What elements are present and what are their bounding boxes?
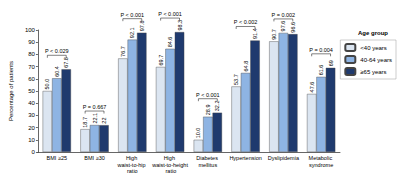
svg-text:92.1: 92.1 xyxy=(129,27,135,38)
svg-text:76.7: 76.7 xyxy=(120,46,126,57)
svg-text:mellitus: mellitus xyxy=(199,162,218,168)
svg-text:40-64 years: 40-64 years xyxy=(360,57,392,63)
svg-text:69: 69 xyxy=(328,60,334,66)
svg-text:P = 0.002: P = 0.002 xyxy=(272,12,296,18)
svg-text:Percentage of patients: Percentage of patients xyxy=(8,61,14,121)
svg-text:80: 80 xyxy=(28,51,35,57)
svg-text:47.6: 47.6 xyxy=(309,82,315,93)
svg-text:P < 0.029: P < 0.029 xyxy=(45,48,69,54)
svg-text:P = 0.004: P = 0.004 xyxy=(309,47,333,53)
svg-text:50.0: 50.0 xyxy=(44,79,50,90)
svg-text:High: High xyxy=(164,155,177,161)
svg-text:67.8: 67.8 xyxy=(63,57,69,68)
svg-text:40: 40 xyxy=(28,100,35,106)
svg-text:Dyslipidemia: Dyslipidemia xyxy=(268,155,300,161)
svg-text:100: 100 xyxy=(25,27,36,33)
svg-text:syndrome: syndrome xyxy=(309,162,333,168)
svg-text:50: 50 xyxy=(28,88,35,94)
svg-text:BMI ≥25: BMI ≥25 xyxy=(47,155,67,161)
svg-text:Age group: Age group xyxy=(358,30,388,36)
svg-text:High: High xyxy=(126,155,139,161)
svg-text:<40 years: <40 years xyxy=(360,45,387,51)
svg-text:61.6: 61.6 xyxy=(318,65,324,76)
svg-text:97.6: 97.6 xyxy=(280,21,286,32)
svg-text:waist-to-height: waist-to-height xyxy=(151,162,188,168)
svg-text:ratio: ratio xyxy=(127,168,138,174)
svg-text:Hypertension: Hypertension xyxy=(229,155,261,161)
svg-text:69.7: 69.7 xyxy=(158,55,164,66)
svg-text:20: 20 xyxy=(28,125,35,131)
svg-text:96.6: 96.6 xyxy=(290,22,296,33)
svg-text:P < 0.002: P < 0.002 xyxy=(234,19,258,25)
svg-text:60: 60 xyxy=(28,76,35,82)
svg-text:P < 0.001: P < 0.001 xyxy=(121,12,145,18)
svg-text:Metabolic: Metabolic xyxy=(309,155,334,161)
svg-text:97.8: 97.8 xyxy=(139,20,145,31)
svg-text:28.9: 28.9 xyxy=(205,105,211,116)
svg-text:10.0: 10.0 xyxy=(195,128,201,139)
svg-text:84.6: 84.6 xyxy=(167,37,173,48)
svg-text:0: 0 xyxy=(32,149,36,155)
svg-text:60.4: 60.4 xyxy=(54,66,60,77)
svg-text:≥65 years: ≥65 years xyxy=(360,69,386,75)
svg-text:22: 22 xyxy=(101,118,107,124)
svg-text:ratio: ratio xyxy=(164,168,176,174)
svg-text:18.7: 18.7 xyxy=(82,117,88,128)
svg-text:22.1: 22.1 xyxy=(92,113,98,124)
svg-text:waist-to-hip: waist-to-hip xyxy=(116,162,147,168)
svg-text:30: 30 xyxy=(28,112,35,118)
svg-text:90.7: 90.7 xyxy=(271,29,277,40)
svg-text:32.2: 32.2 xyxy=(214,100,220,111)
svg-text:P < 0.001: P < 0.001 xyxy=(158,11,182,17)
svg-text:P = 0.667: P = 0.667 xyxy=(83,104,107,110)
svg-text:90: 90 xyxy=(28,39,35,45)
svg-text:64.8: 64.8 xyxy=(243,61,249,72)
svg-text:P < 0.001: P < 0.001 xyxy=(196,92,220,98)
svg-text:10: 10 xyxy=(28,137,35,143)
svg-text:98.3: 98.3 xyxy=(177,20,183,31)
svg-text:70: 70 xyxy=(28,64,35,70)
svg-text:53.7: 53.7 xyxy=(233,74,239,85)
svg-text:Diabetes: Diabetes xyxy=(196,155,219,161)
svg-text:91.4: 91.4 xyxy=(252,28,258,39)
svg-text:BMI ≥30: BMI ≥30 xyxy=(84,155,104,161)
